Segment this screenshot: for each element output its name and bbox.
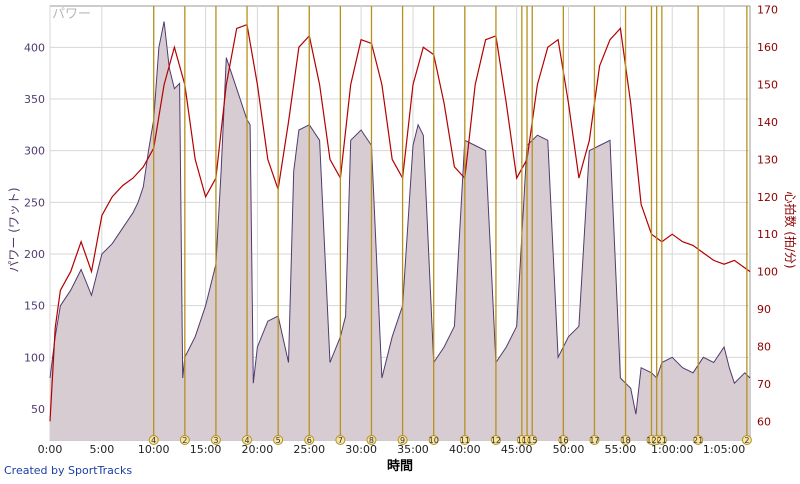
lap-marker-label: 20	[652, 436, 662, 445]
y2-tick-label: 150	[757, 79, 778, 92]
y2-tick-label: 90	[757, 303, 771, 316]
power-series	[49, 21, 751, 440]
y2-tick-label: 100	[757, 266, 778, 279]
y2-tick-label: 120	[757, 191, 778, 204]
heart-rate-series	[49, 23, 751, 422]
x-axis-ticks: 0:00 5:00 10:00 15:00 20:00 25:00 30:00 35:00 40…	[38, 443, 746, 456]
y2-tick-label: 130	[757, 153, 778, 166]
x-tick-label: 45:00	[501, 443, 533, 456]
power-area	[50, 21, 750, 440]
x-tick-label: 10:00	[138, 443, 170, 456]
lap-marker-badge	[397, 435, 408, 445]
y2-axis-label: 心拍数 (拍/分)	[783, 191, 798, 268]
lap-marker-label: 8	[369, 436, 374, 445]
lap-marker-badge	[490, 435, 501, 445]
y2-tick-label: 160	[757, 41, 778, 54]
lap-marker-badge	[148, 435, 159, 445]
lap-marker-label: 4	[244, 436, 249, 445]
lap-marker-badge	[428, 435, 439, 445]
y2-tick-label: 70	[757, 378, 771, 391]
x-tick-label: 1:00:00	[651, 443, 693, 456]
y-tick-label: 350	[24, 93, 45, 106]
y2-tick-label: 80	[757, 340, 771, 353]
lap-marker-badge	[335, 435, 346, 445]
lap-marker-label: 7	[338, 436, 343, 445]
lap-marker-label: 17	[589, 436, 599, 445]
x-tick-label: 25:00	[293, 443, 325, 456]
lap-marker-label: 15	[527, 436, 537, 445]
lap-marker-badge	[242, 435, 253, 445]
x-tick-label: 5:00	[90, 443, 115, 456]
x-tick-label: 35:00	[397, 443, 429, 456]
lap-marker-badge	[558, 435, 569, 445]
lap-marker-label: 6	[307, 436, 312, 445]
lap-marker-label: 9	[400, 436, 405, 445]
lap-marker-label: 4	[151, 436, 156, 445]
lap-marker-badge	[620, 435, 631, 445]
x-tick-label: 50:00	[553, 443, 585, 456]
lap-marker-badge	[210, 435, 221, 445]
x-tick-label: 1:05:00	[703, 443, 745, 456]
lap-marker-label: 10	[429, 436, 439, 445]
lap-marker-badge	[589, 435, 600, 445]
y2-tick-label: 60	[757, 415, 771, 428]
lap-marker-label: 16	[558, 436, 568, 445]
y-tick-label: 50	[31, 403, 45, 416]
lap-marker-label: 18	[620, 436, 630, 445]
power-line	[49, 21, 751, 415]
lap-marker-label: 21	[693, 436, 703, 445]
lap-marker-badge	[366, 435, 377, 445]
y-tick-label: 100	[24, 351, 45, 364]
lap-marker-label: 5	[276, 436, 281, 445]
lap-marker-label: 2	[744, 436, 749, 445]
credit-link[interactable]: Created by SportTracks	[4, 464, 133, 477]
y2-tick-label: 110	[757, 228, 778, 241]
y-tick-label: 150	[24, 300, 45, 313]
y2-tick-label: 170	[757, 4, 778, 17]
x-tick-label: 40:00	[449, 443, 481, 456]
x-tick-label: 30:00	[345, 443, 377, 456]
lap-marker-label: 3	[213, 436, 218, 445]
heart-rate-line	[49, 23, 751, 422]
lap-marker-badge	[693, 435, 704, 445]
y-tick-label: 250	[24, 196, 45, 209]
lap-marker-badge	[304, 435, 315, 445]
x-tick-label: 15:00	[190, 443, 222, 456]
lap-marker-badge	[656, 435, 667, 445]
y2-axis-ticks: 60 70 80 90 100 110 120 130 140 150 160 170	[757, 4, 778, 429]
lap-marker-badge	[527, 435, 538, 445]
lap-marker-badge	[459, 435, 470, 445]
y-axis-ticks: 50 100 150 200 250 300 350 400	[24, 41, 45, 416]
y2-tick-label: 140	[757, 116, 778, 129]
x-tick-label: 20:00	[242, 443, 274, 456]
y-tick-label: 400	[24, 41, 45, 54]
x-tick-label: 55:00	[605, 443, 637, 456]
lap-marker-label: 19	[646, 436, 656, 445]
lap-marker-label: 11	[460, 436, 470, 445]
lap-marker-label: 2	[182, 436, 187, 445]
lap-marker-label: 21	[657, 436, 667, 445]
y-axis-label: パワー (ワット)	[7, 187, 21, 272]
lap-marker-label: 13	[517, 436, 527, 445]
lap-marker-label: 12	[491, 436, 501, 445]
lap-marker-badge	[273, 435, 284, 445]
x-axis-label: 時間	[387, 458, 413, 474]
y-tick-label: 300	[24, 145, 45, 158]
lap-marker-badge	[741, 435, 752, 445]
chart-title: パワー	[52, 7, 92, 22]
lap-marker-badge	[179, 435, 190, 445]
y-tick-label: 200	[24, 248, 45, 261]
x-tick-label: 0:00	[38, 443, 63, 456]
lap-marker-label: 14	[522, 436, 532, 445]
